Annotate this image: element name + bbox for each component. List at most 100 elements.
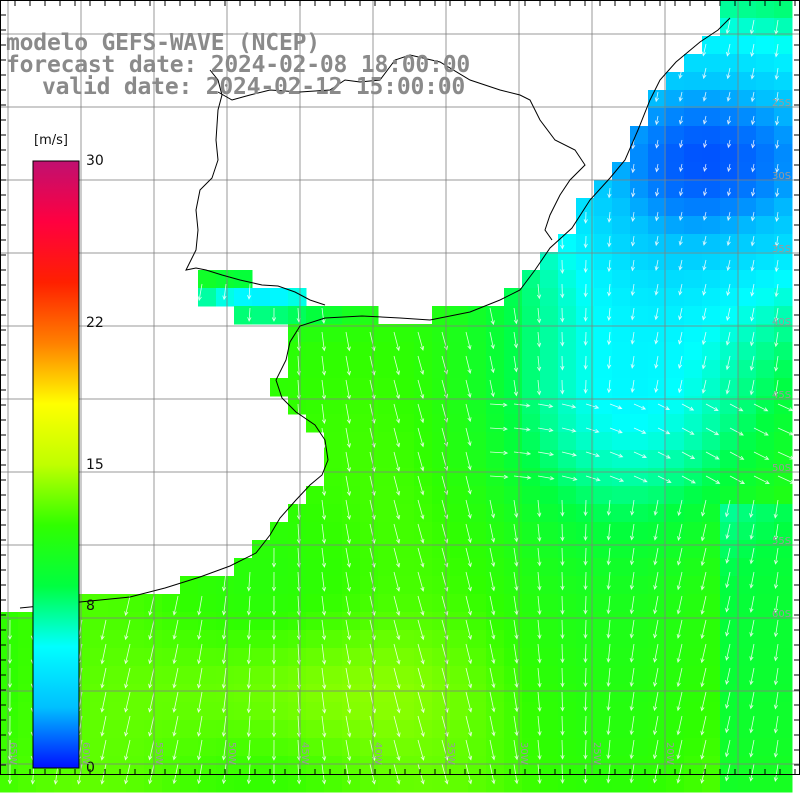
wind-speed-cell bbox=[666, 666, 685, 685]
wind-speed-cell bbox=[756, 342, 775, 361]
wind-speed-cell bbox=[720, 414, 739, 433]
latitude-label: 40S bbox=[772, 317, 792, 328]
wind-speed-cell bbox=[378, 738, 397, 757]
wind-speed-cell bbox=[612, 378, 631, 397]
wind-speed-cell bbox=[234, 702, 253, 721]
wind-speed-cell bbox=[450, 432, 469, 451]
wind-speed-cell bbox=[360, 630, 379, 649]
wind-arrow bbox=[465, 763, 473, 785]
wind-speed-cell bbox=[522, 702, 541, 721]
wind-arrow bbox=[606, 715, 611, 736]
wind-arrow bbox=[654, 331, 659, 345]
wind-speed-cell bbox=[576, 522, 595, 541]
wind-speed-cell bbox=[666, 468, 685, 487]
wind-speed-cell bbox=[378, 702, 397, 721]
wind-arrow bbox=[321, 691, 327, 714]
wind-speed-cell bbox=[468, 702, 487, 721]
wind-arrow bbox=[726, 115, 732, 125]
wind-speed-cell bbox=[702, 630, 721, 649]
wind-arrow bbox=[321, 571, 327, 592]
wind-speed-cell bbox=[648, 522, 667, 541]
wind-speed-cell bbox=[702, 126, 721, 145]
wind-speed-cell bbox=[612, 720, 631, 739]
wind-speed-cell bbox=[108, 594, 127, 613]
wind-speed-cell bbox=[684, 90, 703, 109]
wind-speed-cell bbox=[504, 558, 523, 577]
wind-speed-cell bbox=[594, 450, 613, 469]
wind-arrow bbox=[633, 451, 647, 458]
wind-speed-cell bbox=[684, 774, 703, 793]
wind-speed-cell bbox=[360, 522, 379, 541]
wind-speed-cell bbox=[612, 702, 631, 721]
latitude-label: 30S bbox=[772, 171, 792, 182]
wind-speed-cell bbox=[216, 702, 235, 721]
wind-speed-cell bbox=[594, 216, 613, 235]
wind-speed-cell bbox=[144, 720, 163, 739]
wind-arrow bbox=[702, 91, 707, 102]
wind-arrow bbox=[678, 211, 683, 221]
wind-arrow bbox=[705, 403, 719, 411]
wind-speed-cell bbox=[774, 738, 793, 757]
wind-speed-cell bbox=[702, 360, 721, 379]
colorbar-tick-label: 22 bbox=[86, 314, 104, 331]
longitude-label: 45W bbox=[299, 742, 310, 765]
wind-speed-cell bbox=[720, 252, 739, 271]
wind-arrow bbox=[489, 355, 495, 374]
wind-arrow bbox=[271, 667, 277, 690]
wind-arrow bbox=[774, 331, 779, 348]
wind-speed-cell bbox=[540, 558, 559, 577]
wind-arrow bbox=[560, 331, 565, 347]
wind-speed-cell bbox=[630, 648, 649, 667]
wind-speed-cell bbox=[288, 396, 307, 415]
wind-speed-cell bbox=[360, 612, 379, 631]
wind-speed-cell bbox=[180, 666, 199, 685]
wind-arrow bbox=[221, 691, 227, 714]
title-valid-date: valid date: 2024-02-12 15:00:00 bbox=[42, 74, 466, 100]
wind-arrow bbox=[7, 619, 12, 641]
wind-speed-cell bbox=[702, 450, 721, 469]
wind-speed-cell bbox=[774, 504, 793, 523]
wind-arrow bbox=[172, 763, 179, 785]
wind-speed-cell bbox=[342, 450, 361, 469]
wind-speed-cell bbox=[720, 558, 739, 577]
wind-arrow bbox=[607, 355, 612, 370]
wind-speed-cell bbox=[486, 450, 505, 469]
wind-speed-cell bbox=[720, 144, 739, 163]
wind-speed-cell bbox=[234, 630, 253, 649]
wind-speed-cell bbox=[648, 360, 667, 379]
wind-arrow bbox=[393, 427, 401, 448]
wind-arrow bbox=[560, 259, 565, 274]
wind-speed-cell bbox=[774, 576, 793, 595]
wind-speed-cell bbox=[270, 378, 289, 397]
wind-speed-cell bbox=[342, 684, 361, 703]
wind-speed-cell bbox=[396, 558, 415, 577]
wind-speed-cell bbox=[306, 396, 325, 415]
wind-arrow bbox=[417, 451, 425, 472]
wind-arrow bbox=[417, 739, 425, 761]
wind-arrow bbox=[749, 523, 755, 540]
wind-speed-cell bbox=[324, 540, 343, 559]
wind-arrow bbox=[560, 379, 565, 395]
wind-speed-cell bbox=[702, 594, 721, 613]
wind-arrow bbox=[753, 427, 769, 436]
wind-speed-cell bbox=[144, 738, 163, 757]
wind-speed-cell bbox=[0, 666, 19, 685]
wind-speed-cell bbox=[504, 504, 523, 523]
wind-speed-cell bbox=[288, 774, 307, 793]
wind-speed-cell bbox=[666, 594, 685, 613]
wind-speed-cell bbox=[684, 72, 703, 91]
wind-speed-cell bbox=[126, 702, 145, 721]
wind-arrow bbox=[657, 451, 671, 459]
wind-speed-cell bbox=[630, 684, 649, 703]
wind-speed-cell bbox=[144, 612, 163, 631]
wind-speed-cell bbox=[774, 468, 793, 487]
wind-speed-cell bbox=[486, 630, 505, 649]
wind-speed-cell bbox=[774, 18, 793, 37]
wind-speed-cell bbox=[504, 774, 523, 793]
wind-arrow bbox=[321, 667, 327, 690]
wind-speed-cell bbox=[612, 324, 631, 343]
wind-speed-cell bbox=[630, 774, 649, 793]
wind-speed-cell bbox=[342, 576, 361, 595]
wind-speed-cell bbox=[396, 486, 415, 505]
